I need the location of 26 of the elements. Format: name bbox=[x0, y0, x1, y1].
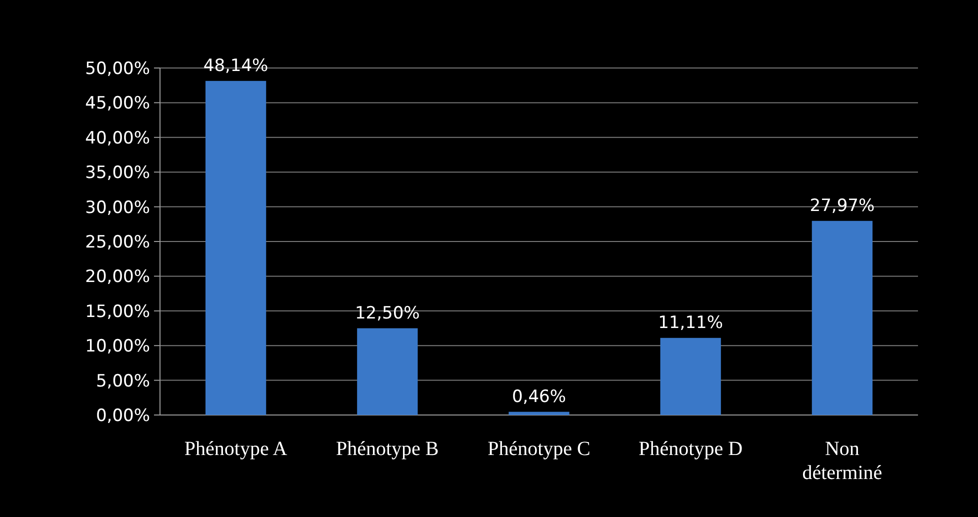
bar bbox=[660, 338, 721, 415]
x-tick-label: Phénotype C bbox=[488, 438, 590, 460]
y-tick-label: 40,00% bbox=[85, 128, 150, 148]
data-label: 48,14% bbox=[203, 56, 268, 76]
y-tick-label: 45,00% bbox=[85, 94, 150, 114]
data-label: 0,46% bbox=[512, 386, 566, 407]
bar bbox=[205, 80, 266, 415]
data-label: 12,50% bbox=[354, 303, 420, 324]
data-label: 27,97% bbox=[810, 196, 875, 216]
y-tick-label: 20,00% bbox=[85, 267, 150, 288]
x-tick-label: Phénotype D bbox=[638, 438, 743, 460]
y-tick-label: 25,00% bbox=[85, 232, 150, 252]
x-tick-label: Phénotype B bbox=[336, 438, 439, 460]
y-tick-label: 30,00% bbox=[85, 198, 150, 218]
y-tick-label: 15,00% bbox=[85, 302, 150, 322]
bar bbox=[508, 412, 570, 415]
y-tick-label: 5,00% bbox=[96, 371, 150, 392]
y-tick-label: 0,00% bbox=[96, 406, 150, 426]
x-tick-label: Non déterminé bbox=[802, 438, 882, 484]
y-tick-label: 10,00% bbox=[85, 336, 150, 357]
y-tick-label: 50,00% bbox=[85, 58, 150, 79]
x-tick-label: Phénotype A bbox=[184, 438, 288, 460]
y-tick-label: 35,00% bbox=[85, 163, 150, 184]
bar bbox=[812, 220, 873, 415]
bar bbox=[357, 328, 418, 415]
data-label: 11,11% bbox=[658, 312, 724, 333]
